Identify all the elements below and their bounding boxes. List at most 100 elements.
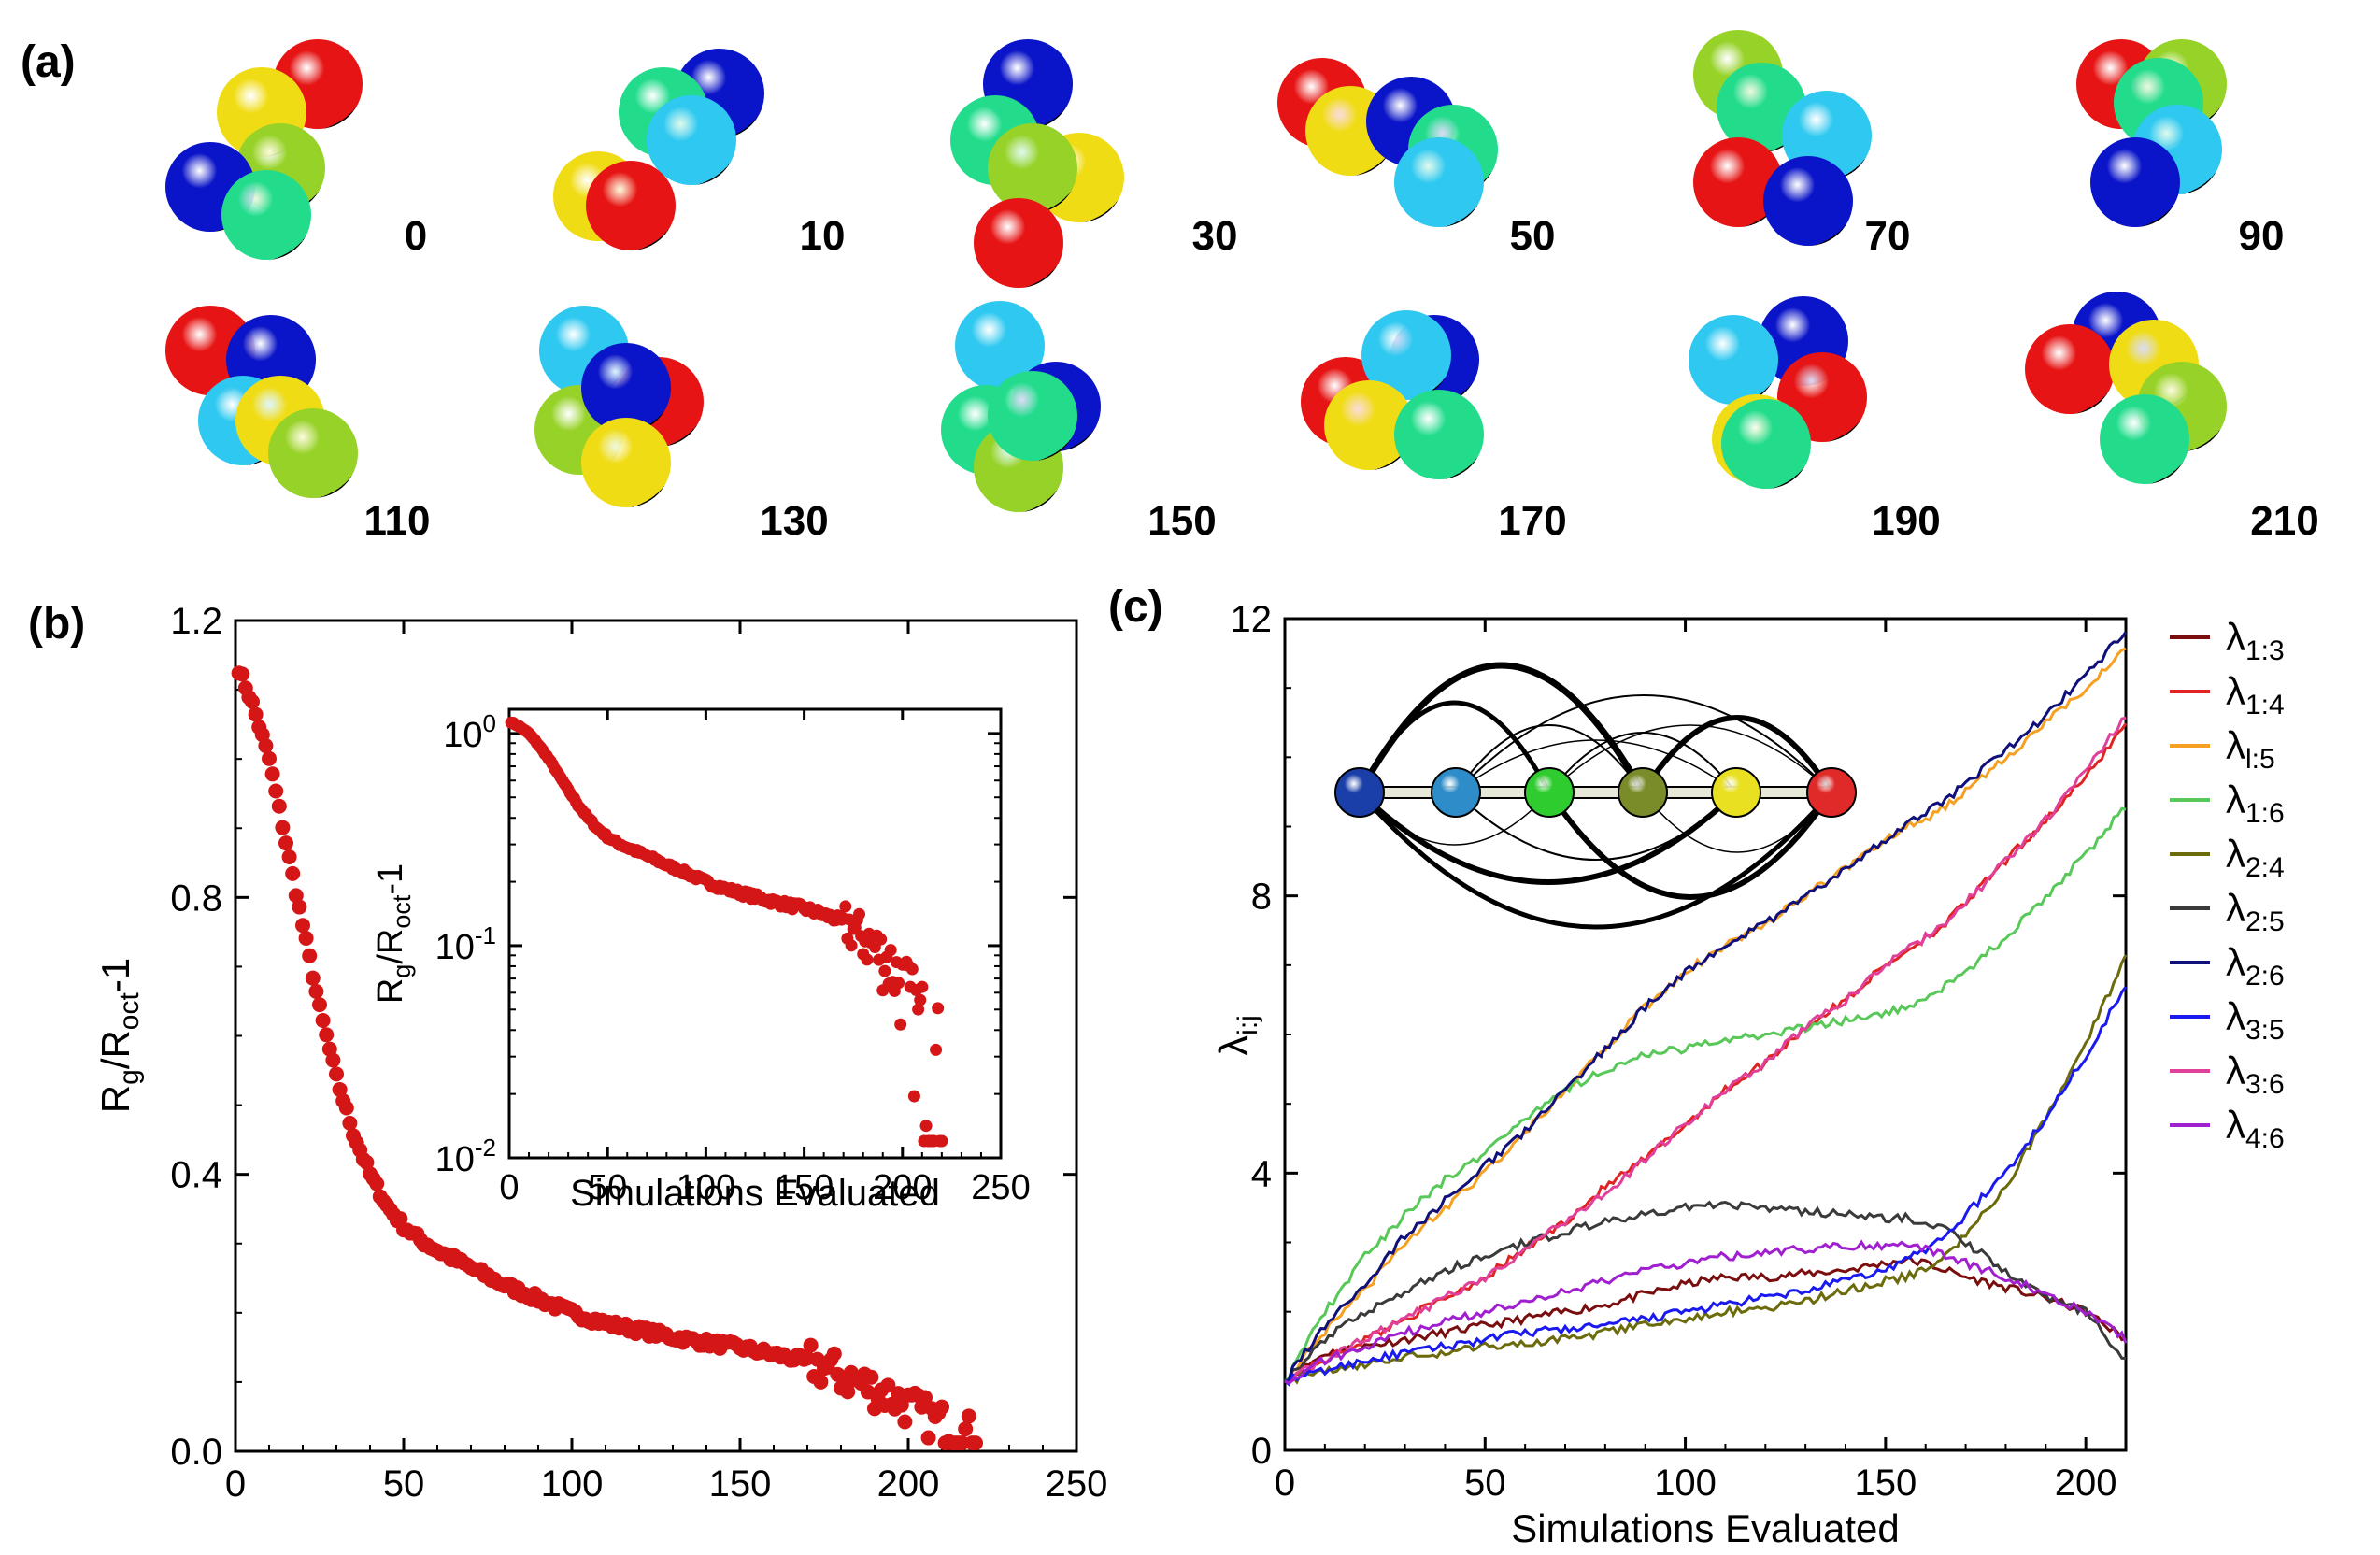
inset-data-point xyxy=(935,1134,948,1148)
legend-symbol: λ xyxy=(2226,1049,2245,1092)
panel-b-series xyxy=(231,665,983,1451)
sphere xyxy=(988,371,1077,461)
panel-c-ylabel: λi:j xyxy=(1211,1015,1263,1056)
x-tick-label: 50 xyxy=(383,1463,425,1505)
panel-c-series xyxy=(1284,631,2128,1387)
inset-data-point xyxy=(892,977,905,990)
series-line xyxy=(1284,1254,2127,1385)
network-node xyxy=(1431,767,1481,818)
sphere xyxy=(2090,137,2180,227)
sphere xyxy=(581,343,671,433)
legend-label: λ1:3 xyxy=(2226,615,2285,666)
sphere xyxy=(586,161,676,250)
network-edge xyxy=(1642,792,1832,853)
panel-c: (c) 0 50 100 150 200 0 4 8 12 Simulations Evalua… xyxy=(1108,582,2285,1550)
frame-label: 0 xyxy=(405,213,427,259)
inset-data-point xyxy=(919,1120,933,1133)
panel-a: (a) 0 10 30 50 70 90 110 130 150 170 190 210 xyxy=(21,30,2319,544)
panel-b-inset-series xyxy=(505,716,948,1148)
cluster-frame: 130 xyxy=(534,306,829,544)
sphere xyxy=(974,198,1063,288)
data-point xyxy=(338,1100,354,1116)
legend-subscript: 3:5 xyxy=(2245,1015,2285,1046)
sphere xyxy=(1394,137,1484,227)
data-point xyxy=(369,1176,385,1191)
panel-b-inset-ylabel-r: R xyxy=(371,978,410,1004)
network-edge xyxy=(1455,694,1832,793)
network-edge xyxy=(1455,724,1644,793)
data-point xyxy=(248,706,264,722)
inset-data-point xyxy=(845,939,858,952)
series-line xyxy=(1284,716,2127,1385)
y-tick-label: 0.4 xyxy=(170,1155,222,1196)
inset-data-point xyxy=(916,980,929,993)
legend-label: λ3:6 xyxy=(2226,1049,2285,1100)
network-edge xyxy=(1548,724,1832,793)
network-node xyxy=(1618,767,1668,818)
cluster-frame: 30 xyxy=(950,39,1237,288)
panel-c-axes: 0 50 100 150 200 0 4 8 12 xyxy=(1231,599,2126,1504)
frame-label: 190 xyxy=(1872,498,1940,544)
panel-c-network-inset xyxy=(1334,662,1857,930)
cluster-frame: 0 xyxy=(165,39,427,260)
inset-data-point xyxy=(932,1002,945,1015)
network-node xyxy=(1334,767,1385,818)
inset-x-tick-label: 200 xyxy=(873,1168,932,1207)
legend-subscript: 1:4 xyxy=(2245,690,2285,720)
inset-data-point xyxy=(839,900,852,913)
panel-c-plot-frame xyxy=(1283,617,2128,1452)
sphere xyxy=(1763,156,1853,246)
panel-c-xlabel: Simulations Evaluated xyxy=(1511,1506,1900,1550)
legend-subscript: l:5 xyxy=(2245,744,2275,775)
x-tick-label: 0 xyxy=(1275,1462,1295,1504)
network-edge xyxy=(1455,739,1737,793)
inset-x-tick-label: 100 xyxy=(677,1168,735,1207)
sphere xyxy=(581,418,671,507)
cluster-frame: 50 xyxy=(1277,58,1555,259)
legend-label: λ4:6 xyxy=(2226,1103,2285,1154)
panel-b-ylabel-r: R xyxy=(93,1085,137,1113)
legend-symbol: λ xyxy=(2226,940,2245,984)
series-line xyxy=(1284,631,2128,1383)
data-point xyxy=(302,948,318,963)
sphere xyxy=(2025,324,2115,414)
sphere xyxy=(1394,390,1484,479)
panel-b-inset-xlabel: Simulations Evaluated xyxy=(570,1173,940,1214)
x-tick-label: 150 xyxy=(709,1463,772,1505)
y-tick-label: 0 xyxy=(1251,1431,1272,1472)
panel-c-label: (c) xyxy=(1108,582,1163,632)
data-point xyxy=(863,1369,879,1385)
legend-label: λl:5 xyxy=(2226,723,2275,775)
data-point xyxy=(342,1115,358,1131)
legend-symbol: λ xyxy=(2226,886,2245,930)
network-edge xyxy=(1546,791,1834,900)
network-edge xyxy=(1356,662,1646,794)
x-tick-label: 0 xyxy=(225,1463,246,1505)
panel-b-inset-frame xyxy=(507,707,1003,1160)
data-point xyxy=(840,1384,856,1400)
data-point xyxy=(803,1337,819,1353)
data-point xyxy=(264,766,280,782)
data-point xyxy=(392,1211,408,1227)
x-tick-label: 250 xyxy=(1046,1463,1108,1505)
inset-data-point xyxy=(907,1090,920,1103)
data-point xyxy=(880,1377,896,1393)
frame-label: 10 xyxy=(800,213,846,259)
inset-y-tick-label: 10-2 xyxy=(435,1134,496,1179)
cluster-frame: 10 xyxy=(553,49,845,259)
legend-symbol: λ xyxy=(2226,723,2245,767)
sphere xyxy=(1361,310,1451,400)
frame-label: 150 xyxy=(1147,498,1216,544)
cluster-frame: 190 xyxy=(1689,296,1941,544)
data-point xyxy=(288,888,304,904)
sphere xyxy=(988,123,1077,213)
network-edge xyxy=(1640,715,1834,794)
inset-data-point xyxy=(912,1003,925,1016)
inset-data-point xyxy=(894,1018,907,1031)
network-node xyxy=(1711,767,1761,818)
inset-data-point xyxy=(905,963,919,976)
data-point xyxy=(315,1013,331,1029)
data-point xyxy=(319,1027,335,1043)
